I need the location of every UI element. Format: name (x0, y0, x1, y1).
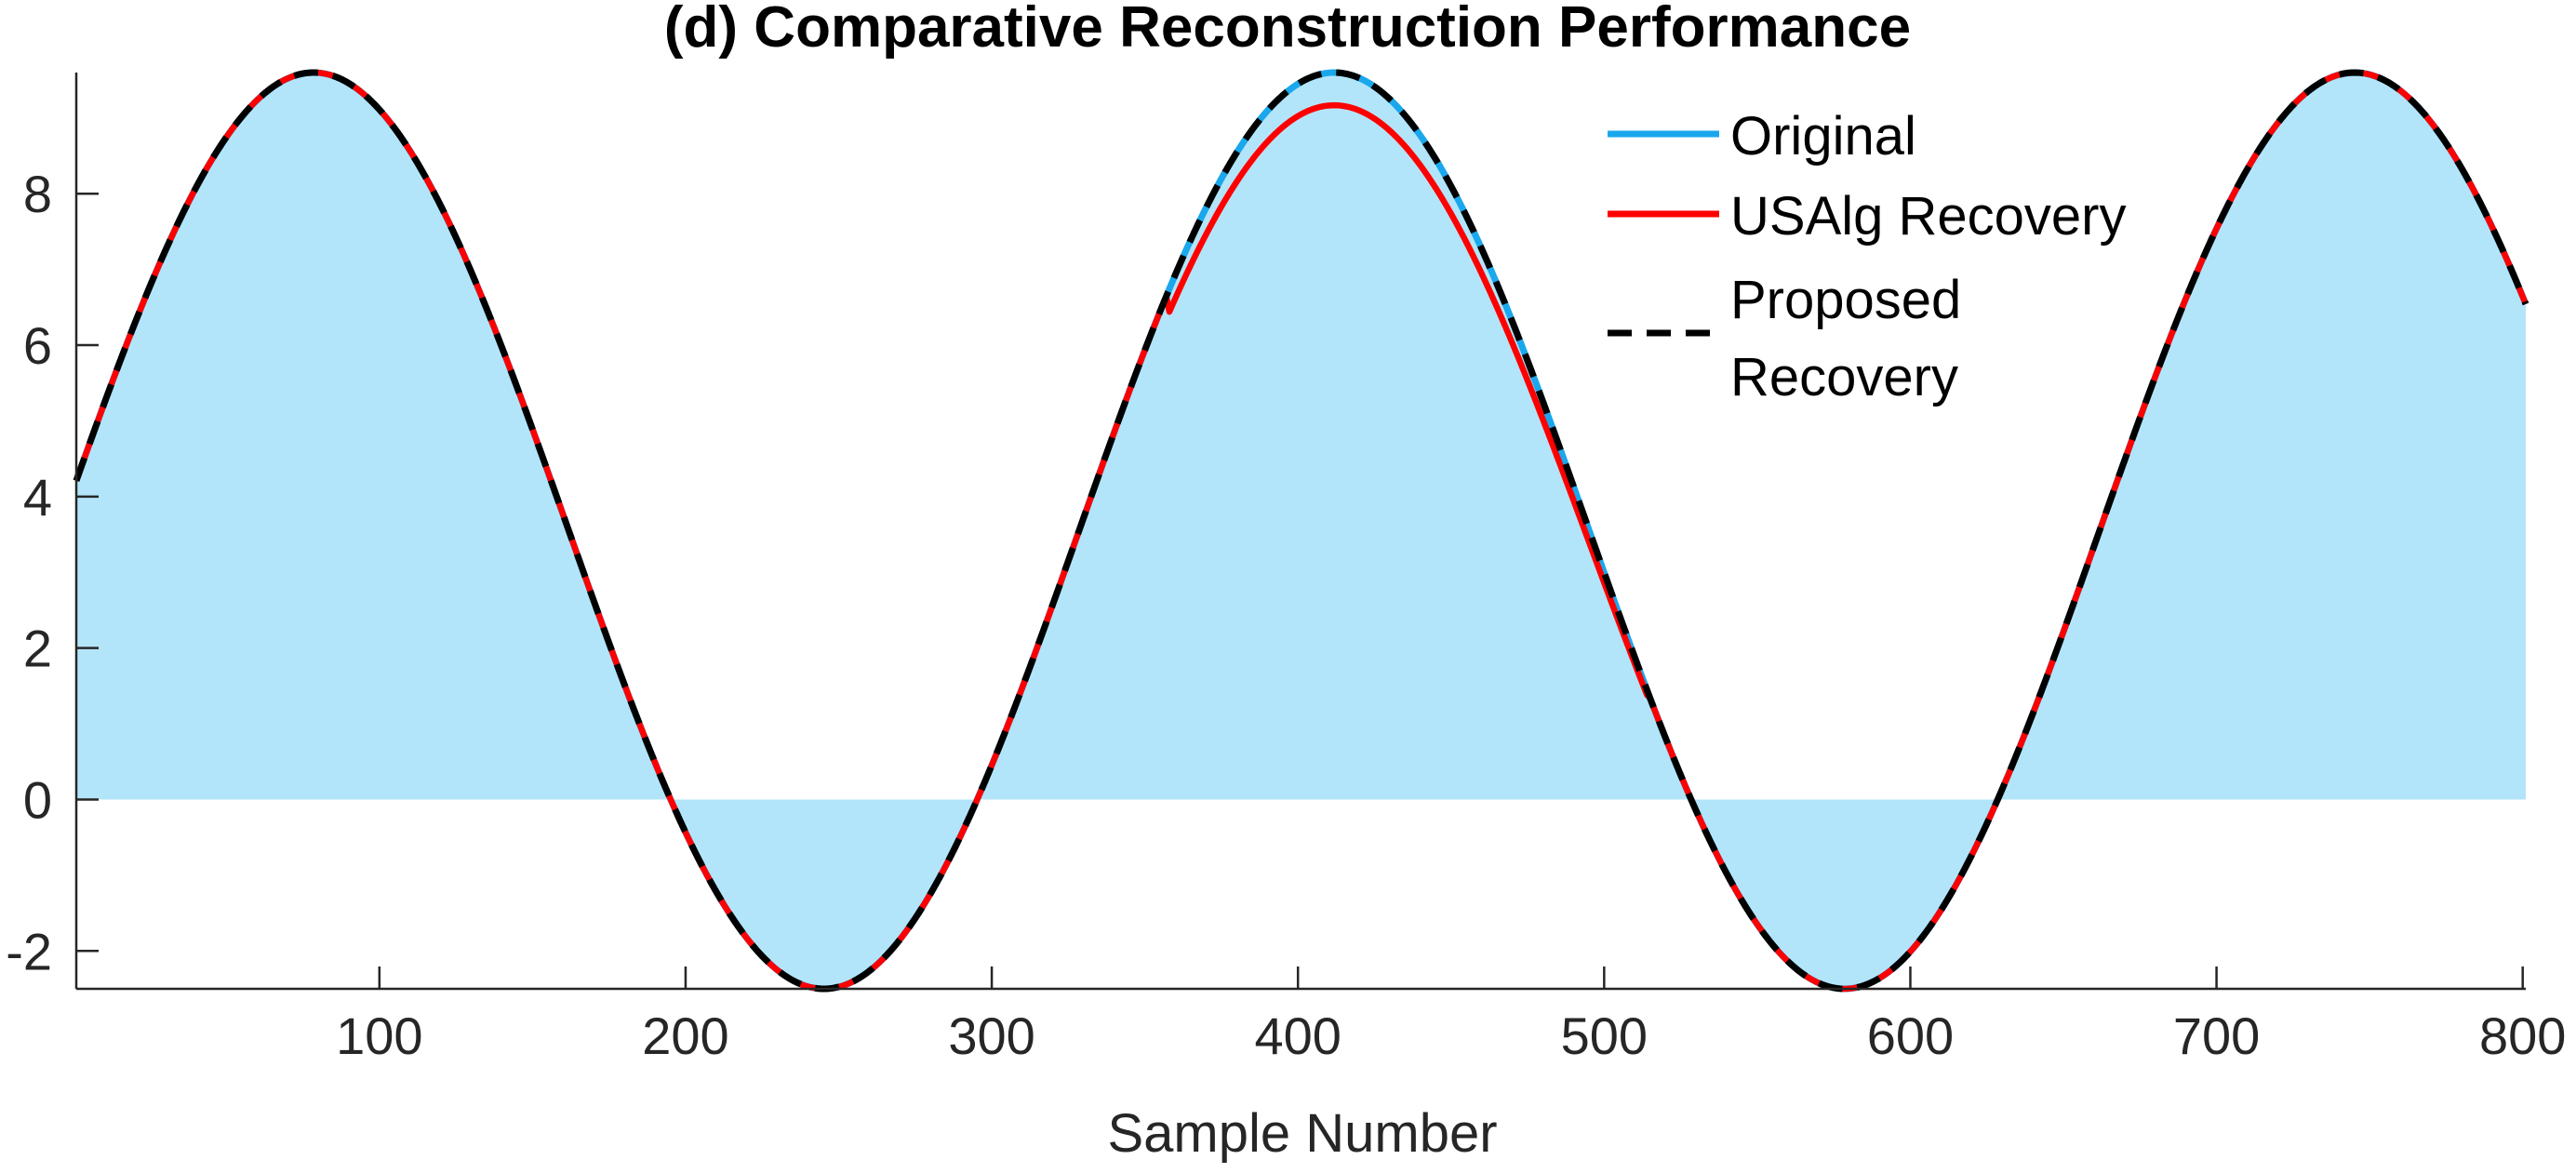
legend-label-usalg-recovery: USAlg Recovery (1730, 186, 2126, 247)
x-tick-label: 300 (948, 1006, 1034, 1065)
legend: Original USAlg Recovery Proposed Recovery (1608, 106, 2126, 407)
legend-label-original: Original (1730, 106, 1916, 167)
x-tick-label: 400 (1254, 1006, 1341, 1065)
x-tick-label: 500 (1561, 1006, 1648, 1065)
y-tick-label: 2 (23, 620, 52, 678)
legend-label-proposed-recovery: Proposed (1730, 270, 1961, 330)
legend-label-proposed-recovery: Recovery (1730, 347, 1958, 407)
x-tick-label: 100 (336, 1006, 422, 1065)
x-tick-label: 200 (642, 1006, 728, 1065)
y-tick-label: -2 (6, 922, 52, 980)
y-tick-label: 0 (23, 770, 52, 829)
x-tick-label: 700 (2173, 1006, 2260, 1065)
original-area-fill (76, 73, 2526, 989)
x-axis-label: Sample Number (1107, 1103, 1497, 1164)
series-proposed-recovery-line (73, 69, 2529, 993)
y-tick-label: 4 (23, 468, 52, 527)
chart-title: (d) Comparative Reconstruction Performan… (664, 0, 1911, 60)
x-tick-label: 800 (2479, 1006, 2566, 1065)
x-tick-label: 600 (1867, 1006, 1954, 1065)
y-tick-label: 6 (23, 316, 52, 375)
y-tick-label: 8 (23, 165, 52, 223)
